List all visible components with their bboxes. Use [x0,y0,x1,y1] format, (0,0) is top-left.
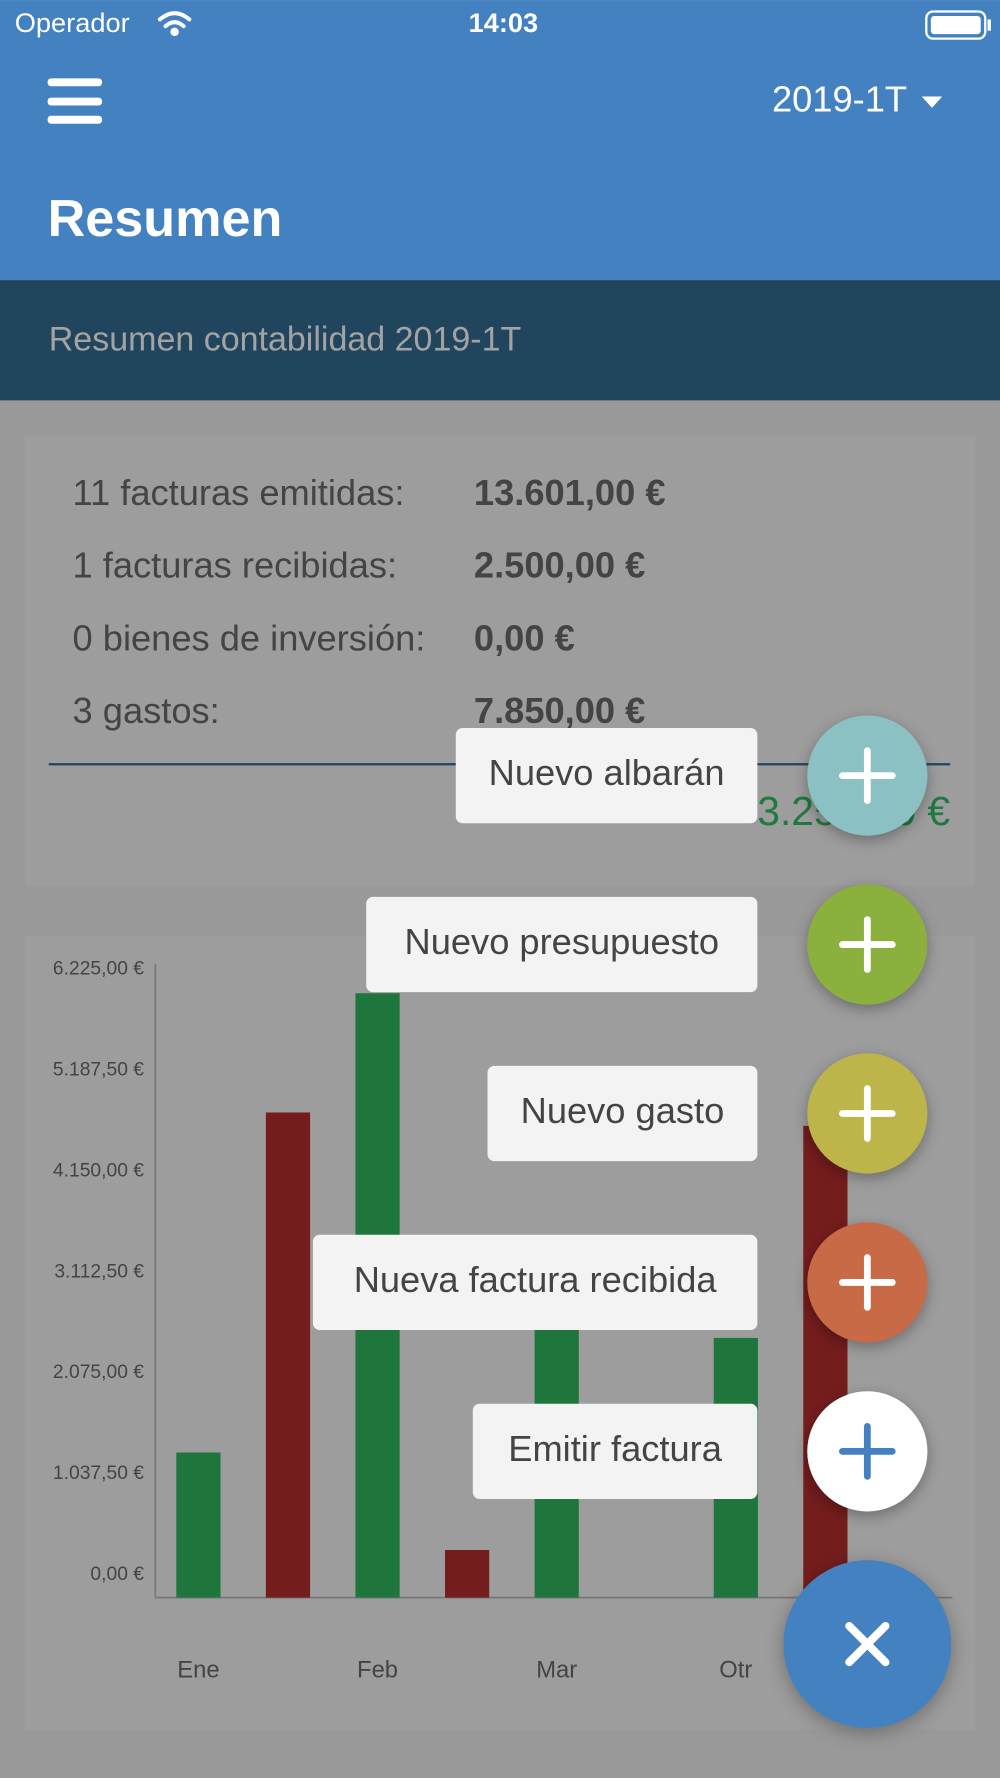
battery-icon [925,10,991,40]
x-tick-label: Mar [536,1657,577,1684]
y-tick-label: 0,00 € [90,1564,144,1585]
fab-label-box[interactable] [472,1403,758,1499]
dropdown-arrow[interactable] [921,96,943,108]
y-tick-label: 2.075,00 € [53,1362,144,1383]
close-icon [845,1621,890,1667]
y-tick-label: 3.112,50 € [54,1261,144,1282]
fab-label-box[interactable] [455,728,758,824]
chart: 0,00 € 1.037,50 € 2.075,00 € 3.112,50 € 4.15… [53,959,953,1684]
bar [265,1112,311,1598]
fab-label-box[interactable] [366,896,758,993]
bar [445,1549,490,1598]
plus-icon [839,1423,896,1480]
fab-label[interactable]: Nueva factura recibida [354,1259,718,1300]
plus-icon [839,916,896,973]
subheader-bar [0,280,1000,401]
fab-label[interactable]: Emitir factura [508,1428,722,1469]
summary-amount: 2.500,00 € [474,545,645,586]
y-tick-label: 5.187,50 € [53,1059,144,1080]
x-tick-label: Ene [177,1657,219,1684]
summary-amount: 0,00 € [474,617,575,658]
page-title: Resumen [48,190,283,248]
plus-icon [839,1085,896,1142]
clock: 14:03 [469,7,539,38]
carrier: Operador [15,7,130,38]
fab-menu: Nuevo albarán Nuevo presupuesto Nuevo gast… [312,715,952,1729]
menu-button[interactable] [47,78,103,124]
fab-label[interactable]: Nuevo gasto [521,1090,725,1131]
wifi-icon [157,11,192,37]
x-tick-label: Otr [719,1657,752,1684]
y-tick-label: 6.225,00 € [53,959,144,980]
summary-label: 3 gastos: [73,690,220,731]
summary-label: 0 bienes de inversión: [73,617,426,658]
bar [176,1452,221,1598]
plus-icon [839,747,896,804]
y-tick-label: 4.150,00 € [53,1160,144,1181]
period-selector[interactable]: 2019-1T [772,79,907,120]
y-tick-label: 1.037,50 € [53,1463,144,1484]
summary-label: 1 facturas recibidas: [73,545,398,586]
subheader: Resumen contabilidad 2019-1T [49,320,522,358]
x-tick-label: Feb [357,1657,398,1684]
fab-label[interactable]: Nuevo albarán [489,752,725,793]
summary-label: 11 facturas emitidas: [73,472,405,513]
summary-amount: 13.601,00 € [474,472,666,513]
fab-label[interactable]: Nuevo presupuesto [405,921,720,962]
plus-icon [839,1254,896,1311]
summary-amount: 7.850,00 € [474,690,645,731]
bar [803,1125,848,1598]
fab-label-box[interactable] [487,1065,758,1162]
fab-label-box[interactable] [312,1234,758,1331]
app-header [0,0,1000,281]
